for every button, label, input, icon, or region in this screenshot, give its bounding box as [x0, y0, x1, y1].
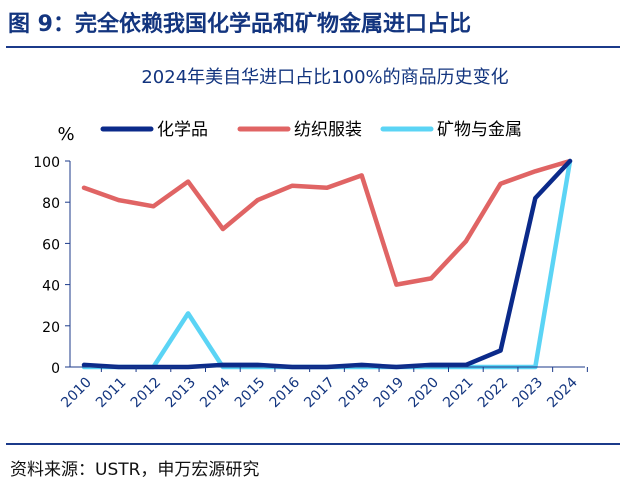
y-tick-label: 60 — [42, 237, 60, 253]
y-tick-label: 0 — [51, 361, 60, 377]
x-tick-label: 2016 — [267, 374, 304, 411]
x-tick-label: 2021 — [440, 375, 477, 412]
y-tick-label: 40 — [42, 279, 60, 295]
x-tick-label: 2012 — [128, 375, 165, 412]
y-tick-label: 100 — [33, 155, 60, 171]
y-axis-ticks: 0 20 40 60 80 100 — [33, 155, 70, 377]
x-tick-label: 2019 — [371, 375, 408, 412]
x-tick-label: 2022 — [475, 375, 512, 412]
series-line-1 — [81, 158, 573, 287]
x-tick-label: 2023 — [510, 375, 547, 412]
legend: 化学品 纺织服装 矿物与金属 — [100, 120, 522, 140]
legend-label-2: 矿物与金属 — [437, 120, 522, 140]
source-divider — [6, 443, 620, 445]
line-chart: 2024年美自华进口占比100%的商品历史变化 % 化学品 纺织服装 矿物与金属 0… — [33, 67, 588, 412]
source-note: 资料来源：USTR，申万宏源研究 — [10, 460, 260, 480]
x-tick-label: 2014 — [197, 374, 234, 411]
x-tick-label: 2024 — [544, 374, 581, 411]
x-tick-label: 2015 — [232, 375, 269, 412]
figure-title: 图 9：完全依赖我国化学品和矿物金属进口占比 — [8, 12, 471, 37]
chart-title: 2024年美自华进口占比100%的商品历史变化 — [141, 67, 508, 88]
y-tick-label: 80 — [42, 196, 60, 212]
x-axis-ticks: 2010201120122013201420152016201720182019… — [58, 367, 588, 412]
y-tick-label: 20 — [42, 320, 60, 336]
x-tick-label: 2013 — [162, 375, 199, 412]
x-tick-label: 2018 — [336, 375, 373, 412]
title-divider — [6, 46, 620, 48]
x-tick-label: 2011 — [93, 375, 130, 412]
x-tick-label: 2020 — [405, 375, 442, 412]
x-tick-label: 2017 — [301, 375, 338, 412]
legend-label-0: 化学品 — [157, 120, 208, 140]
y-axis-label: % — [57, 124, 74, 145]
legend-label-1: 纺织服装 — [294, 120, 362, 140]
series-layer — [81, 158, 573, 370]
x-tick-label: 2010 — [58, 375, 95, 412]
